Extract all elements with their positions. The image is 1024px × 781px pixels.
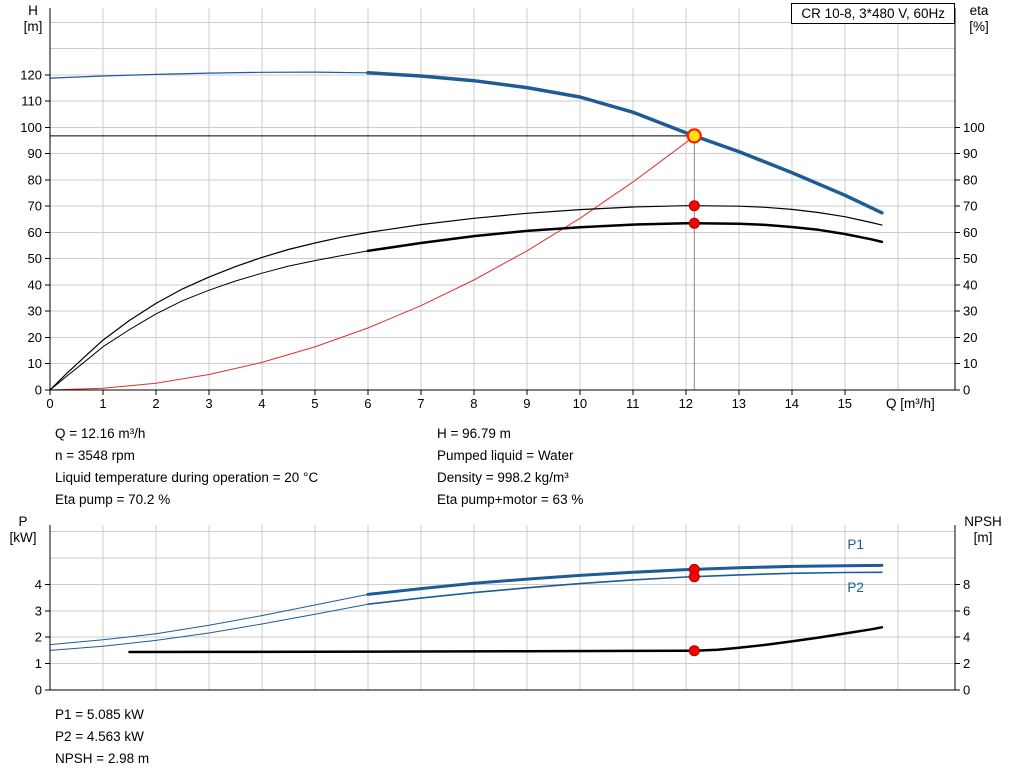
y-tick-label: 60	[28, 225, 42, 240]
y2-tick-label: 2	[963, 656, 970, 671]
head-efficiency-chart: 0 1 2 3 4 5 6 7 8 9 10 11 12 13 14 15010203040506070809…	[20, 8, 985, 411]
y-tick-label: 30	[28, 304, 42, 319]
x-tick-label: 14	[785, 396, 799, 411]
y2-tick-label: 80	[963, 173, 977, 188]
head-curve-extended	[49, 71, 369, 79]
y-tick-label: 70	[28, 199, 42, 214]
p1-curve	[366, 563, 884, 596]
info-pumped-liquid: Pumped liquid = Water	[437, 448, 574, 463]
y-tick-label: 1	[35, 656, 42, 671]
x-tick-label: 9	[523, 396, 530, 411]
y-tick-label: 80	[28, 173, 42, 188]
npsh-axis-symbol: NPSH	[964, 514, 1002, 529]
y2-tick-label: 8	[963, 577, 970, 592]
info-eta-pump: Eta pump = 70.2 %	[55, 492, 171, 507]
x-tick-label: 3	[205, 396, 212, 411]
power-axis-title: P [kW]	[0, 514, 46, 546]
x-tick-label: 11	[626, 396, 640, 411]
eta-pump-motor-curve-extended	[49, 250, 369, 391]
x-tick-label: 15	[838, 396, 852, 411]
x-tick-label: 0	[46, 396, 53, 411]
y2-tick-label: 10	[963, 356, 977, 371]
y2-tick-label: 0	[963, 383, 970, 398]
x-tick-label: 1	[99, 396, 106, 411]
y2-tick-label: 0	[963, 683, 970, 698]
y-tick-label: 4	[35, 577, 42, 592]
eta-pump-motor-curve	[366, 222, 884, 253]
eta-axis-unit: [%]	[969, 19, 989, 34]
y2-tick-label: 20	[963, 330, 977, 345]
y-tick-label: 0	[35, 683, 42, 698]
y-tick-label: 20	[28, 330, 42, 345]
eta-axis-title: eta [%]	[956, 3, 1002, 35]
x-tick-label: 6	[364, 396, 371, 411]
flow-axis-title: Q [m³/h]	[886, 396, 935, 411]
pump-title-box: CR 10-8, 3*480 V, 60Hz	[791, 3, 955, 24]
y-tick-label: 90	[28, 146, 42, 161]
npsh-point	[688, 645, 700, 657]
p1-label: P1	[847, 537, 864, 552]
x-tick-label: 4	[258, 396, 265, 411]
y2-tick-label: 90	[963, 146, 977, 161]
info-npsh: NPSH = 2.98 m	[55, 751, 150, 766]
head-axis-symbol: H	[28, 3, 38, 18]
power-npsh-chart: 0 1 2 3 4 0 2 4 6 8 P1 P2	[35, 525, 970, 698]
power-axis-symbol: P	[18, 514, 28, 529]
p2-label: P2	[847, 580, 864, 595]
y-tick-label: 50	[28, 251, 42, 266]
x-tick-label: 13	[732, 396, 746, 411]
x-tick-label: 10	[573, 396, 587, 411]
y-tick-label: 100	[20, 120, 42, 135]
npsh-axis-unit: [m]	[973, 530, 993, 545]
y-tick-label: 0	[35, 383, 42, 398]
info-p2: P2 = 4.563 kW	[55, 729, 144, 744]
y2-tick-label: 100	[963, 120, 985, 135]
head-axis-title: H [m]	[12, 3, 54, 35]
info-speed: n = 3548 rpm	[55, 448, 135, 463]
p2-curve	[367, 571, 883, 605]
y-tick-label: 3	[35, 603, 42, 618]
x-tick-label: 2	[152, 396, 159, 411]
duty-info-right-column: H = 96.79 m Pumped liquid = Water Densit…	[437, 423, 583, 511]
y2-tick-label: 4	[963, 630, 970, 645]
eta-pump-point	[688, 200, 700, 212]
p2-point	[688, 571, 700, 583]
eta-axis-symbol: eta	[969, 3, 989, 18]
power-axis-unit: [kW]	[9, 530, 37, 545]
eta-pump-curve	[49, 205, 883, 391]
y-tick-label: 40	[28, 278, 42, 293]
power-info-column: P1 = 5.085 kW P2 = 4.563 kW NPSH = 2.98 …	[55, 704, 149, 770]
info-p1: P1 = 5.085 kW	[55, 707, 144, 722]
x-tick-label: 8	[470, 396, 477, 411]
p1-curve-extended	[49, 593, 369, 646]
y-tick-label: 110	[21, 94, 42, 109]
x-tick-label: 5	[311, 396, 318, 411]
y2-tick-label: 30	[963, 304, 977, 319]
npsh-axis-title: NPSH [m]	[952, 514, 1014, 546]
system-curve	[49, 135, 695, 391]
y2-tick-label: 6	[963, 603, 970, 618]
info-head: H = 96.79 m	[437, 426, 511, 441]
y2-tick-label: 60	[963, 225, 977, 240]
head-curve	[366, 71, 884, 215]
p2-curve-extended	[49, 603, 369, 651]
duty-info-left-column: Q = 12.16 m³/h n = 3548 rpm Liquid tempe…	[55, 423, 318, 511]
info-flow: Q = 12.16 m³/h	[55, 426, 146, 441]
y2-tick-label: 50	[963, 251, 977, 266]
y-tick-label: 2	[35, 630, 42, 645]
y-tick-label: 10	[28, 356, 42, 371]
npsh-curve	[128, 626, 884, 654]
y2-tick-label: 70	[963, 199, 977, 214]
info-liquid-temperature: Liquid temperature during operation = 20…	[55, 470, 319, 485]
y2-tick-label: 40	[963, 278, 977, 293]
duty-point[interactable]	[686, 128, 702, 144]
head-axis-unit: [m]	[23, 19, 43, 34]
info-density: Density = 998.2 kg/m³	[437, 470, 569, 485]
x-tick-label: 12	[679, 396, 693, 411]
info-eta-pump-motor: Eta pump+motor = 63 %	[437, 492, 584, 507]
x-tick-label: 7	[417, 396, 424, 411]
eta-pump-motor-point	[688, 217, 700, 229]
y-tick-label: 120	[20, 67, 42, 82]
